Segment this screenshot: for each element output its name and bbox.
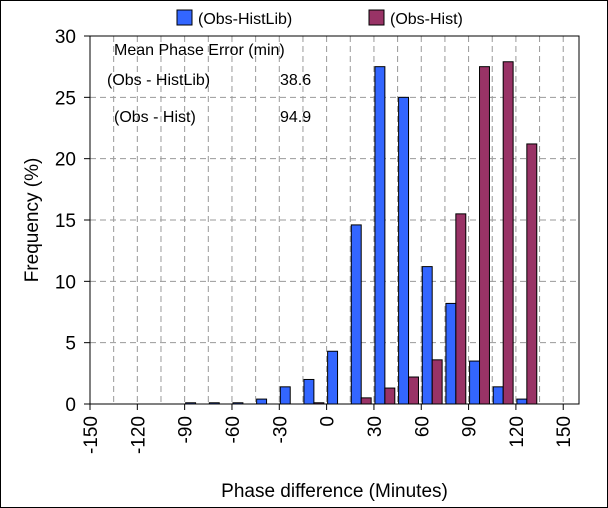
y-tick-label: 20 [55, 150, 76, 171]
x-axis: -150 -120 -90 -60 -30 0 30 60 90 120 150 [81, 404, 575, 454]
bar-obs-hist [384, 387, 396, 405]
bar-obs-hist [526, 143, 538, 405]
bar-obs-histlib [469, 360, 481, 405]
y-tick-label: 30 [55, 27, 76, 48]
annotation-value-histlib: 38.6 [280, 72, 311, 89]
mean-phase-error-annotation: Mean Phase Error (min) (Obs - HistLib) 3… [107, 42, 311, 126]
bar-obs-histlib [398, 96, 410, 405]
legend-swatch-obs-histlib [176, 9, 193, 26]
x-tick-label: 120 [507, 416, 528, 448]
annotation-label-histlib: (Obs - HistLib) [107, 72, 210, 89]
bar-obs-histlib [445, 302, 457, 405]
y-tick-label: 15 [55, 211, 76, 232]
x-tick-label: -150 [81, 416, 102, 454]
x-tick-label: 90 [460, 416, 481, 437]
annotation-value-hist: 94.9 [280, 109, 311, 126]
y-axis-label: Frequency (%) [22, 158, 43, 283]
x-tick-label: -90 [176, 416, 197, 443]
x-tick-label: -120 [128, 416, 149, 454]
x-tick-label: 30 [365, 416, 386, 437]
x-tick-label: 60 [412, 416, 433, 437]
legend-label-obs-histlib: (Obs-HistLib) [198, 11, 292, 28]
y-axis: 0 5 10 15 20 25 30 [55, 27, 90, 416]
annotation-header: Mean Phase Error (min) [114, 42, 285, 59]
bar-obs-histlib [492, 386, 504, 405]
x-tick-label: 0 [318, 416, 339, 427]
bars [185, 61, 538, 405]
bar-obs-hist [408, 376, 419, 405]
bar-obs-hist [479, 66, 490, 405]
bar-obs-hist [360, 397, 372, 405]
bar-obs-histlib [256, 398, 268, 405]
bar-obs-histlib [374, 66, 386, 405]
legend: (Obs-HistLib) (Obs-Hist) [176, 9, 463, 28]
grid [90, 36, 579, 404]
bar-obs-histlib [350, 224, 362, 405]
annotation-label-hist: (Obs - Hist) [114, 109, 196, 126]
bar-obs-histlib [303, 378, 315, 405]
bar-obs-histlib [327, 350, 339, 405]
y-tick-label: 0 [65, 395, 76, 416]
x-tick-label: 150 [554, 416, 575, 448]
bar-obs-histlib [279, 386, 291, 405]
x-axis-label: Phase difference (Minutes) [221, 481, 448, 502]
x-tick-label: -30 [270, 416, 291, 443]
y-tick-label: 10 [55, 272, 76, 293]
legend-label-obs-hist: (Obs-Hist) [390, 11, 463, 28]
bar-obs-histlib [421, 266, 433, 405]
bar-obs-hist [502, 61, 514, 405]
legend-swatch-obs-hist [368, 9, 385, 26]
bar-obs-hist [431, 359, 443, 405]
x-tick-label: -60 [223, 416, 244, 443]
y-tick-label: 25 [55, 88, 76, 109]
y-tick-label: 5 [65, 334, 76, 355]
bar-obs-histlib [516, 398, 528, 405]
bar-obs-hist [455, 213, 467, 405]
